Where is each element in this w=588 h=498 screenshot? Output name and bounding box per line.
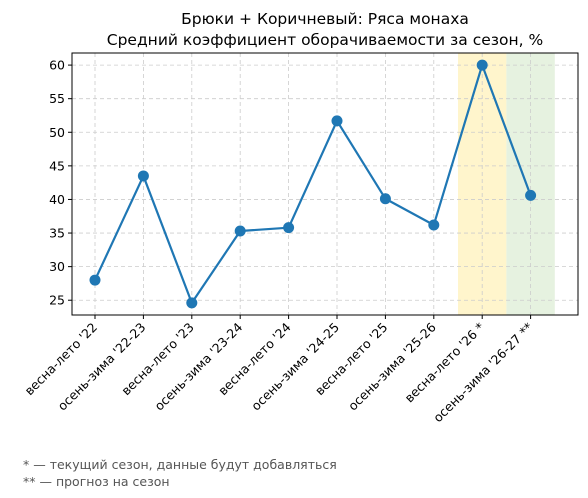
x-tick-label-1: осень-зима '22-23	[55, 320, 149, 414]
chart-title-line-2: Средний коэффициент оборачиваемости за с…	[107, 31, 543, 49]
y-tick-label-1: 30	[49, 259, 65, 274]
x-tick-label-9: осень-зима '26-27 **	[430, 320, 536, 426]
footnote-forecast: ** — прогноз на сезон	[23, 474, 170, 489]
y-tick-label-7: 60	[49, 58, 65, 73]
data-point-4	[283, 222, 295, 234]
data-point-0	[89, 274, 101, 286]
x-tick-label-5: осень-зима '24-25	[248, 320, 342, 414]
data-point-5	[331, 115, 343, 127]
grid	[72, 53, 578, 315]
data-point-6	[379, 193, 391, 205]
data-point-1	[137, 170, 149, 182]
y-tick-label-3: 40	[49, 192, 65, 207]
highlight-band-0	[458, 53, 507, 315]
data-point-2	[186, 297, 198, 309]
x-tick-label-3: осень-зима '23-24	[151, 319, 245, 413]
highlight-band-1	[506, 53, 555, 315]
data-point-8	[476, 59, 488, 71]
x-tick-label-7: осень-зима '25-26	[345, 319, 439, 413]
y-tick-label-6: 55	[49, 91, 65, 106]
series-layer	[89, 59, 537, 309]
highlight-bands	[458, 53, 555, 315]
chart-title-line-1: Брюки + Коричневый: Ряса монаха	[181, 10, 469, 28]
y-tick-label-4: 45	[49, 158, 65, 173]
footnote-current-season: * — текущий сезон, данные будут добавлят…	[23, 457, 337, 472]
data-point-9	[525, 189, 537, 201]
data-point-7	[428, 219, 440, 231]
y-axis: 25 30 35 40 45 50 55 60	[49, 58, 72, 308]
series-line-0	[94, 63, 532, 305]
y-tick-label-0: 25	[49, 293, 65, 308]
y-tick-label-5: 50	[49, 125, 65, 140]
y-tick-label-2: 35	[49, 226, 65, 241]
data-point-3	[234, 225, 246, 237]
plot-frame	[71, 52, 579, 316]
